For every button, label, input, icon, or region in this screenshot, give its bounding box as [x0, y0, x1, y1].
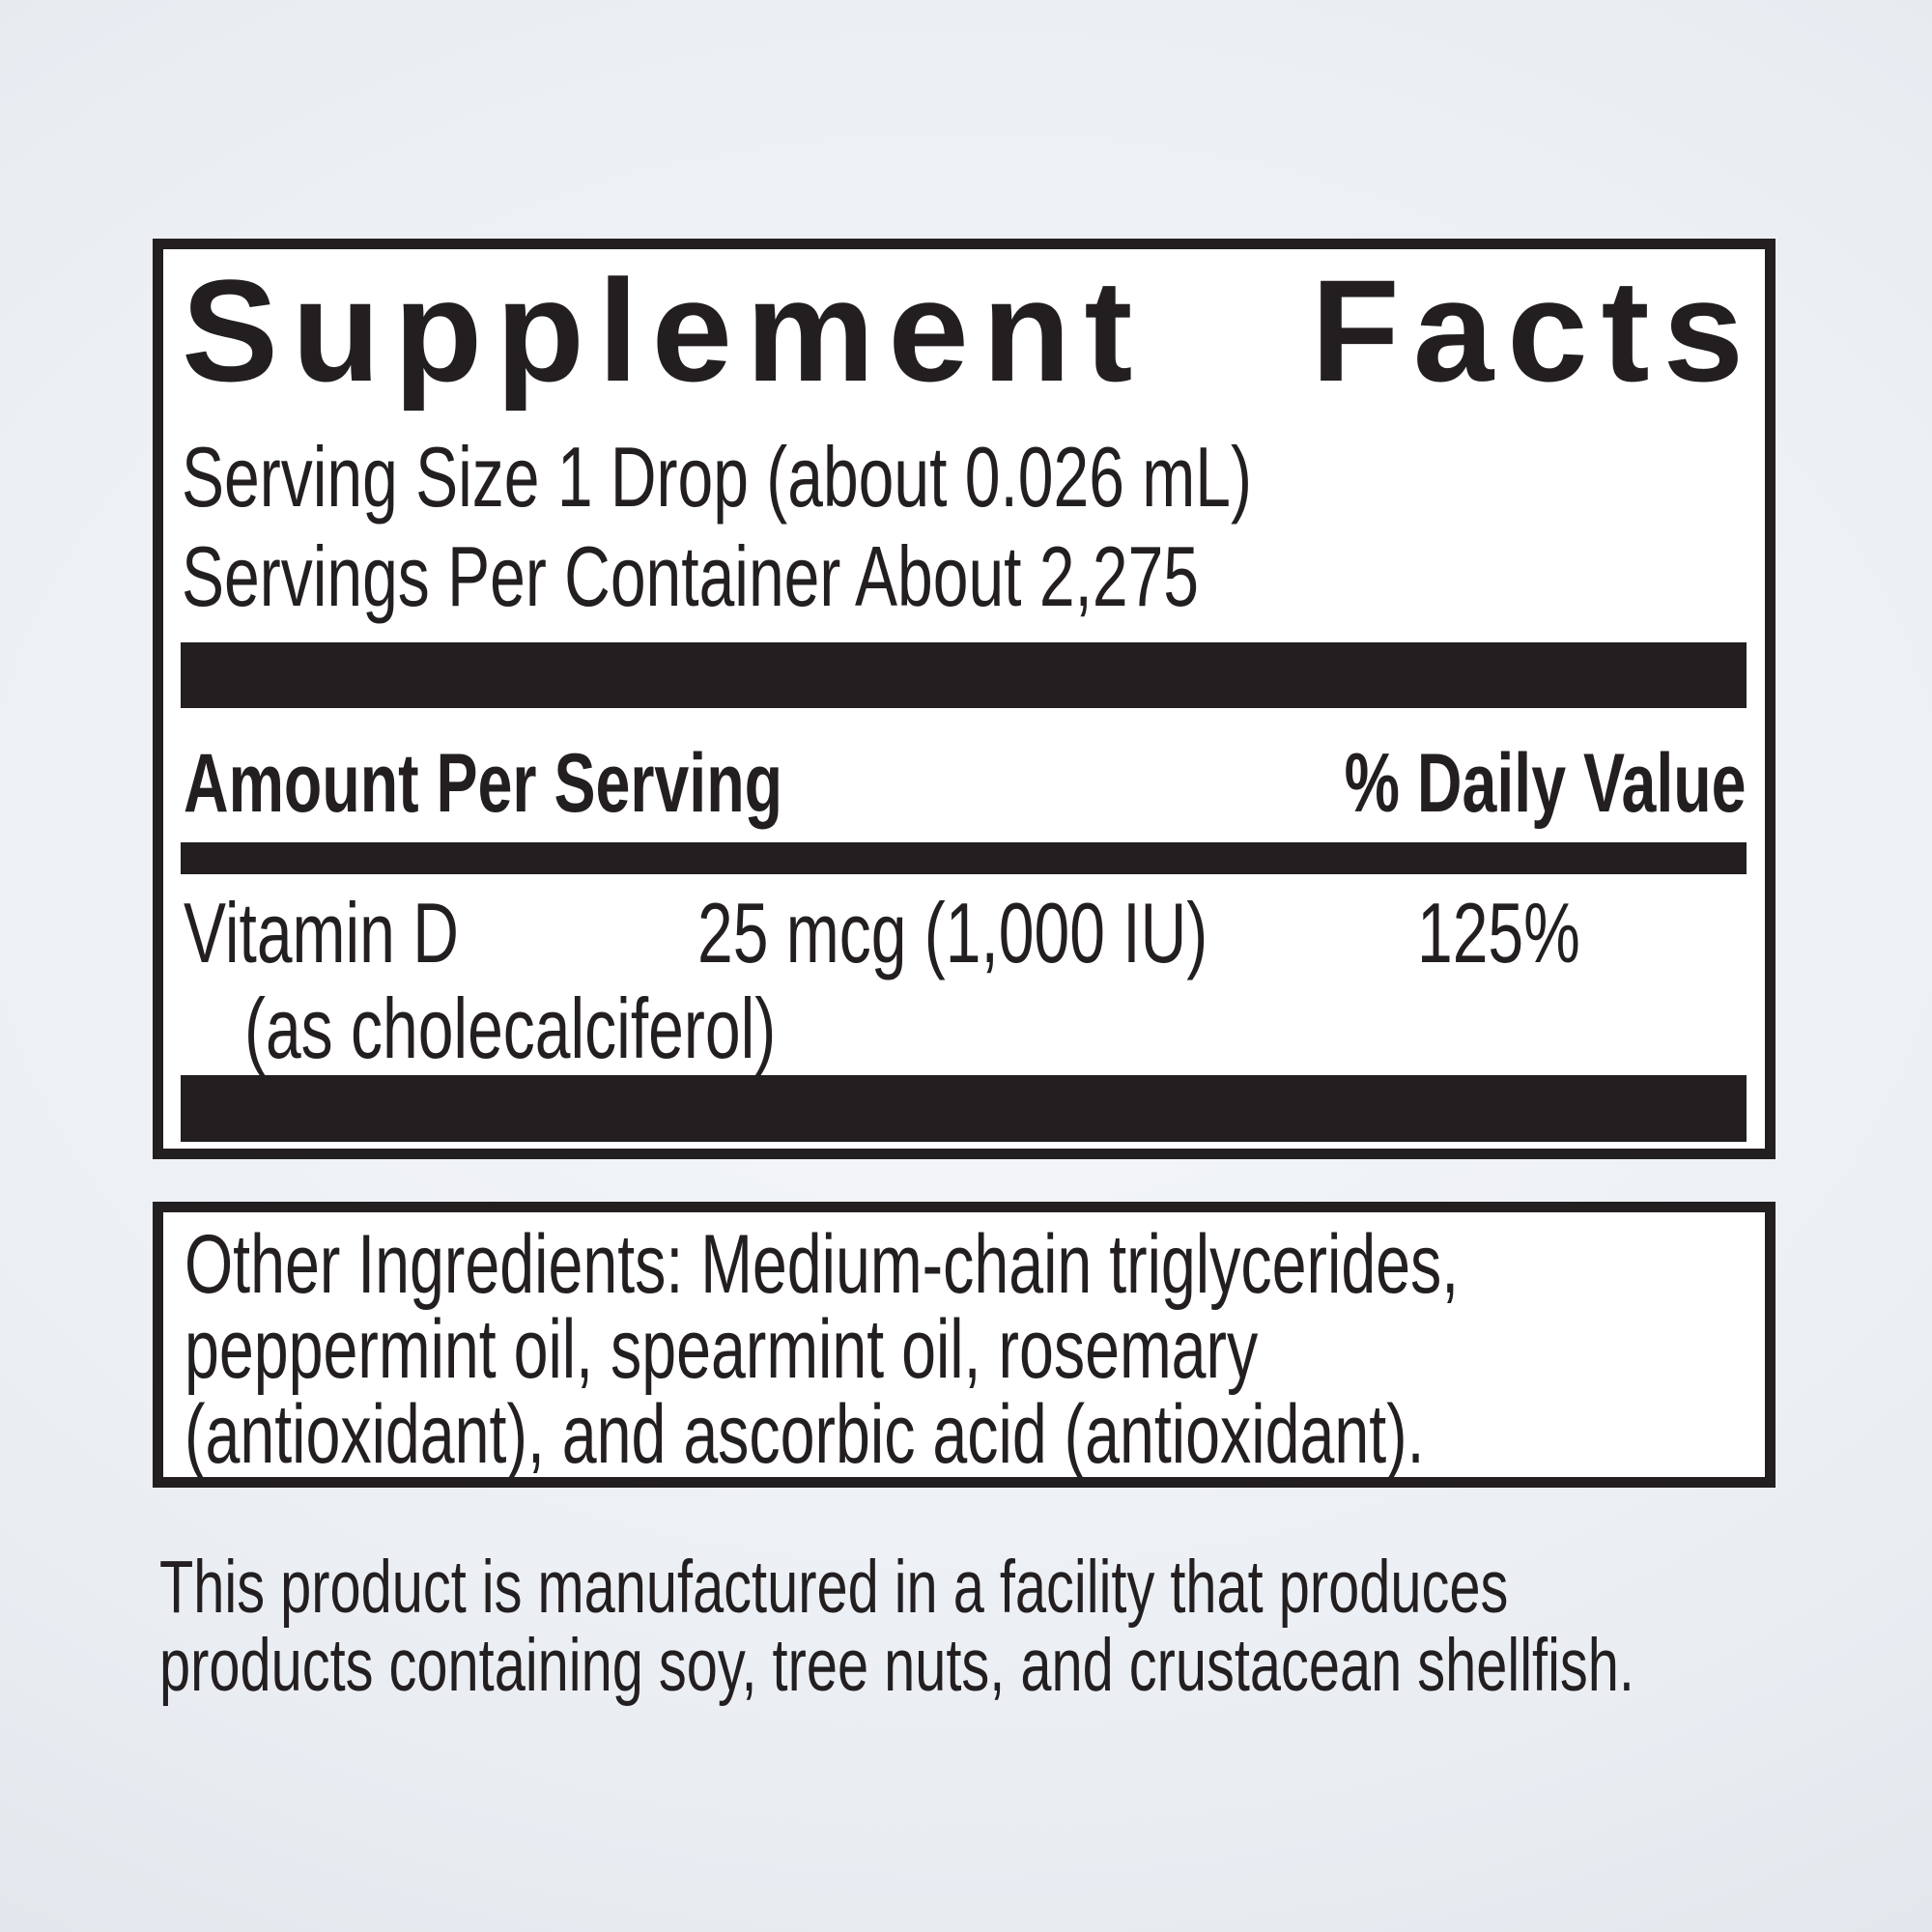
- other-ingredients-text: Other Ingredients: Medium-chain triglyce…: [185, 1222, 1459, 1477]
- other-ingredients-line-2: peppermint oil, spearmint oil, rosemary: [185, 1303, 1259, 1396]
- serving-size-line: Serving Size 1 Drop (about 0.026 mL): [182, 429, 1252, 525]
- allergen-line-2: products containing soy, tree nuts, and …: [159, 1624, 1634, 1707]
- other-ingredients-line-3: (antioxidant), and ascorbic acid (antiox…: [185, 1388, 1425, 1481]
- allergen-line-1: This product is manufactured in a facili…: [159, 1546, 1509, 1629]
- nutrient-amount: 25 mcg (1,000 IU): [697, 885, 1208, 980]
- nutrient-name: Vitamin D: [184, 885, 459, 980]
- title-word-facts: Facts: [1311, 249, 1757, 412]
- divider-bar-thin: [181, 842, 1747, 874]
- daily-value-header: % Daily Value: [1345, 737, 1747, 830]
- other-ingredients-panel: Other Ingredients: Medium-chain triglyce…: [153, 1202, 1776, 1488]
- allergen-statement: This product is manufactured in a facili…: [159, 1548, 1634, 1705]
- amount-per-serving-header: Amount Per Serving: [184, 737, 783, 830]
- divider-bar-thick-top: [181, 642, 1747, 708]
- title-word-supplement: Supplement: [182, 249, 1147, 412]
- supplement-facts-panel: Supplement Facts Serving Size 1 Drop (ab…: [153, 239, 1776, 1159]
- other-ingredients-line-1: Other Ingredients: Medium-chain triglyce…: [185, 1218, 1460, 1311]
- nutrient-name-note: (as cholecalciferol): [244, 980, 777, 1076]
- nutrient-daily-value: 125%: [1417, 885, 1580, 980]
- divider-bar-thick-bottom: [181, 1075, 1747, 1142]
- panel-title: Supplement Facts: [182, 258, 1757, 403]
- servings-per-container-line: Servings Per Container About 2,275: [182, 528, 1200, 624]
